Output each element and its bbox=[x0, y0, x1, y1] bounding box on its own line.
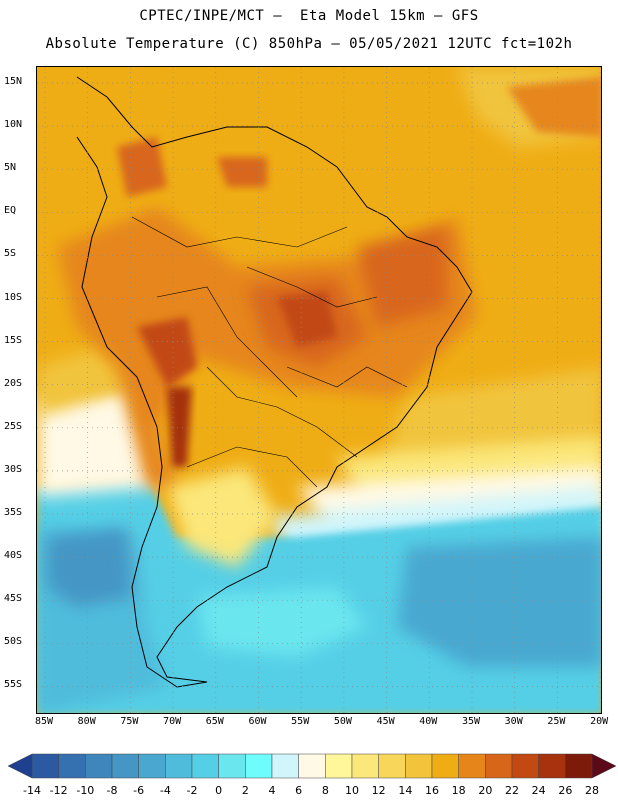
colorbar-swatch bbox=[165, 753, 193, 779]
longitude-label: 50W bbox=[333, 716, 352, 727]
colorbar-label: -4 bbox=[159, 784, 171, 797]
field-6-8-pacific bbox=[37, 387, 157, 497]
longitude-label: 75W bbox=[120, 716, 139, 727]
latitude-label: 10N bbox=[4, 119, 23, 131]
latitude-label: 45S bbox=[4, 593, 23, 605]
field-24-26-andes bbox=[137, 317, 197, 387]
latitude-label: 50S bbox=[4, 636, 23, 648]
longitude-label: 70W bbox=[163, 716, 182, 727]
colorbar-swatch bbox=[58, 753, 86, 779]
field-22-24-north bbox=[117, 137, 167, 197]
lat-lon-grid bbox=[37, 67, 601, 713]
latitude-label: 5N bbox=[4, 162, 17, 174]
colorbar-swatch bbox=[458, 753, 486, 779]
field-12-14-argentina bbox=[167, 467, 277, 567]
colorbar-label: -14 bbox=[23, 784, 41, 797]
latitude-label: 10S bbox=[4, 291, 23, 303]
field-2-4-patagonia bbox=[197, 587, 367, 657]
colorbar-label: 28 bbox=[585, 784, 599, 797]
colorbar-label: -6 bbox=[133, 784, 145, 797]
coastline bbox=[76, 76, 473, 688]
colorbar-label: 26 bbox=[558, 784, 573, 797]
field-24-26-central bbox=[277, 292, 337, 347]
colorbar-swatch bbox=[138, 753, 166, 779]
colorbar-swatch bbox=[511, 753, 539, 779]
temperature-map bbox=[37, 67, 601, 713]
colorbar-label: 8 bbox=[321, 784, 329, 797]
colorbar-label: 4 bbox=[268, 784, 276, 797]
colorbar-arrow-high bbox=[591, 753, 617, 779]
latitude-label: 15N bbox=[4, 76, 23, 87]
colorbar-label: 16 bbox=[425, 784, 439, 797]
colorbar-label: -8 bbox=[106, 784, 118, 797]
longitude-label: 65W bbox=[205, 716, 224, 727]
longitude-label: 55W bbox=[291, 716, 310, 727]
colorbar-label: 24 bbox=[531, 784, 546, 797]
colorbar-swatch bbox=[485, 753, 513, 779]
colorbar-swatch bbox=[298, 753, 326, 779]
longitude-label: 60W bbox=[248, 716, 267, 727]
field-22-24-venezuela bbox=[217, 157, 267, 187]
colorbar-label: 18 bbox=[451, 784, 466, 797]
colorbar bbox=[7, 753, 617, 779]
colorbar-swatch bbox=[271, 753, 299, 779]
colorbar-label: 22 bbox=[505, 784, 519, 797]
field-neg6-neg4-w bbox=[47, 527, 132, 607]
colorbar-label: 10 bbox=[345, 784, 359, 797]
political-borders bbox=[131, 216, 408, 488]
field-22-24-east bbox=[357, 227, 447, 327]
colorbar-label: 6 bbox=[295, 784, 303, 797]
longitude-label: 35W bbox=[461, 716, 481, 727]
latitude-label: 5S bbox=[4, 248, 17, 260]
longitude-label: 25W bbox=[547, 716, 566, 727]
longitude-label: 85W bbox=[34, 716, 54, 727]
latitude-label: 15S bbox=[4, 334, 23, 346]
latitude-label: 25S bbox=[4, 420, 23, 432]
colorbar-swatch bbox=[431, 753, 459, 779]
longitude-label: 40W bbox=[419, 716, 438, 727]
latitude-label: 30S bbox=[4, 463, 23, 475]
colorbar-swatch bbox=[218, 753, 246, 779]
colorbar-label: -2 bbox=[186, 784, 198, 797]
colorbar-swatch bbox=[351, 753, 379, 779]
latitude-label: 35S bbox=[4, 507, 23, 518]
latitude-label: 55S bbox=[4, 679, 23, 691]
colorbar-swatch bbox=[191, 753, 219, 779]
latitude-label: 40S bbox=[4, 550, 23, 562]
colorbar-swatch bbox=[565, 753, 593, 779]
colorbar-arrow-low bbox=[7, 753, 33, 779]
colorbar-label: 14 bbox=[398, 784, 413, 797]
chart-subtitle: Absolute Temperature (C) 850hPa – 05/05/… bbox=[45, 36, 573, 52]
longitude-label: 80W bbox=[77, 716, 96, 727]
colorbar-swatch bbox=[325, 753, 353, 779]
colorbar-label: -12 bbox=[49, 784, 68, 797]
colorbar-swatch bbox=[245, 753, 273, 779]
colorbar-label: 20 bbox=[478, 784, 493, 797]
map-panel[interactable] bbox=[36, 66, 602, 714]
field-neg4-neg2-se bbox=[397, 537, 601, 667]
colorbar-swatch bbox=[405, 753, 433, 779]
field-20-22-ne bbox=[507, 77, 601, 137]
colorbar-label: 2 bbox=[241, 784, 249, 797]
colorbar-swatch bbox=[31, 753, 59, 779]
longitude-label: 20W bbox=[590, 716, 609, 727]
colorbar-swatch bbox=[378, 753, 406, 779]
longitude-label: 45W bbox=[376, 716, 395, 727]
colorbar-swatch bbox=[85, 753, 113, 779]
colorbar-label: -10 bbox=[76, 784, 95, 797]
chart-title: CPTEC/INPE/MCT – Eta Model 15km – GFS bbox=[139, 8, 479, 24]
colorbar-label: 12 bbox=[371, 784, 386, 797]
colorbar-swatch bbox=[538, 753, 566, 779]
colorbar-swatch bbox=[111, 753, 139, 779]
latitude-label: 20S bbox=[4, 377, 23, 389]
longitude-label: 30W bbox=[504, 716, 523, 727]
field-16-18-pacific bbox=[37, 347, 137, 417]
latitude-label: EQ bbox=[4, 205, 17, 217]
colorbar-label: 0 bbox=[215, 784, 223, 797]
